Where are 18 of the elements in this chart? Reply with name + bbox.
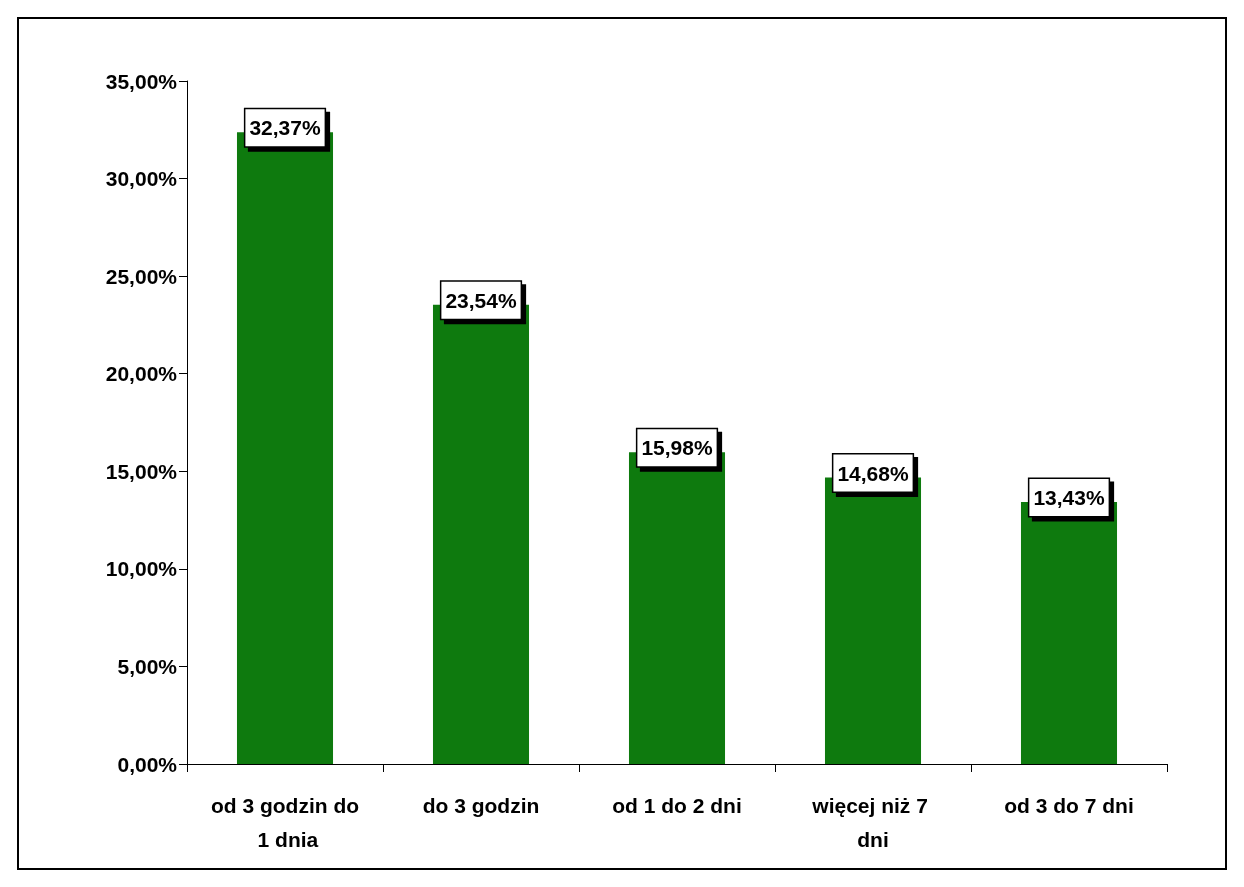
- y-tick-label: 0,00%: [117, 752, 178, 776]
- data-label: 13,43%: [1033, 485, 1105, 509]
- data-label: 32,37%: [249, 116, 321, 140]
- x-tick-label: więcej niż 7 dni: [811, 793, 934, 851]
- x-tick-label: do 3 godzin: [422, 793, 540, 817]
- y-tick-label: 25,00%: [105, 264, 178, 288]
- x-tick-label: od 3 do 7 dni: [1004, 793, 1134, 817]
- y-tick-label: 10,00%: [105, 557, 178, 581]
- y-tick-label: 5,00%: [117, 654, 178, 678]
- y-tick-label: 20,00%: [105, 362, 178, 386]
- y-tick-label: 30,00%: [105, 167, 178, 191]
- y-tick-label: 15,00%: [105, 459, 178, 483]
- x-tick-label: od 3 godzin do 1 dnia: [210, 793, 360, 851]
- y-tick-label: 35,00%: [105, 69, 178, 93]
- data-label: 23,54%: [445, 288, 517, 312]
- x-tick-label: od 1 do 2 dni: [612, 793, 742, 817]
- data-label: 15,98%: [641, 436, 713, 460]
- data-label: 14,68%: [837, 461, 909, 485]
